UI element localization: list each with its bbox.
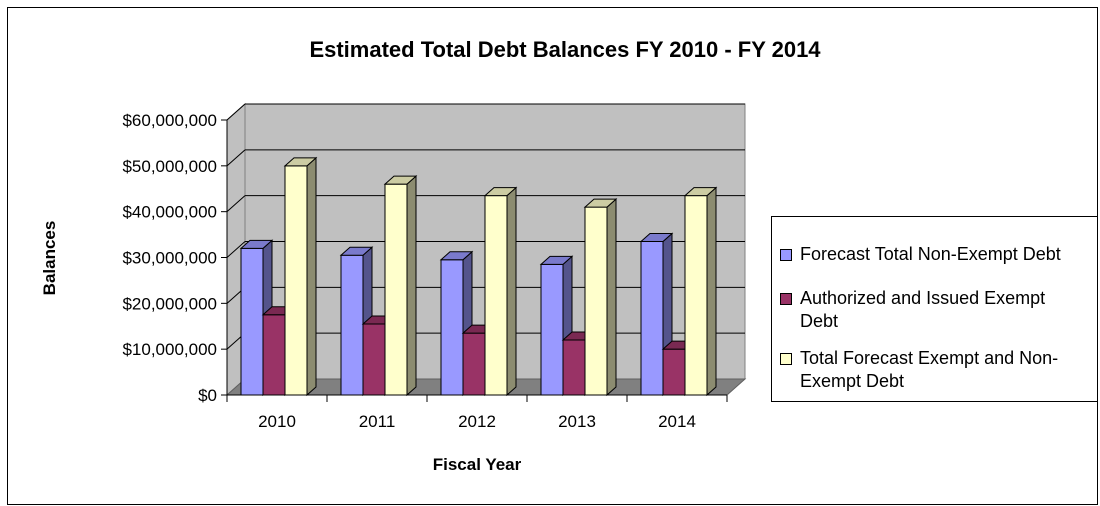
bar-top [239, 239, 274, 249]
chart-title: Estimated Total Debt Balances FY 2010 - … [309, 37, 821, 62]
bar-front [540, 263, 564, 396]
legend-item-non-exempt: Forecast Total Non-Exempt Debt [780, 243, 1097, 266]
x-tick-label: 2010 [258, 412, 296, 431]
y-tick-label: $50,000,000 [122, 157, 217, 176]
x-tick-label: 2012 [458, 412, 496, 431]
y-tick-label: $40,000,000 [122, 203, 217, 222]
bar-front [584, 206, 608, 396]
gridline-side [226, 241, 246, 258]
bar-front [662, 348, 686, 396]
bar-side [306, 156, 317, 397]
bar-front [384, 183, 408, 396]
bar [383, 175, 418, 397]
bar-front [440, 259, 464, 396]
bar-front [462, 332, 486, 396]
bar-front [362, 323, 386, 396]
bar-front [262, 314, 286, 396]
bar-front [340, 254, 364, 396]
bar-top [283, 157, 318, 167]
bar-top [439, 251, 474, 261]
bar-front [484, 195, 508, 396]
y-tick-label: $20,000,000 [122, 294, 217, 313]
x-tick-label: 2013 [558, 412, 596, 431]
x-tick-label: 2014 [658, 412, 696, 431]
bar-front [284, 165, 308, 396]
legend-item-exempt: Authorized and Issued Exempt Debt [780, 287, 1080, 333]
bar-top [583, 198, 618, 208]
bar-top [339, 246, 374, 256]
y-tick-label: $0 [198, 386, 217, 405]
bar-top [683, 187, 718, 197]
bar [283, 156, 318, 397]
chart-area: Estimated Total Debt Balances FY 2010 - … [7, 7, 1098, 505]
bars [239, 156, 718, 397]
x-tick-label: 2011 [359, 412, 396, 431]
bar-top [539, 255, 574, 265]
legend: Forecast Total Non-Exempt Debt Authorize… [771, 216, 1097, 402]
legend-label-exempt: Authorized and Issued Exempt Debt [800, 288, 1046, 331]
bar-side [606, 197, 617, 397]
bar-chart: Estimated Total Debt Balances FY 2010 - … [40, 37, 821, 474]
gridline-side [226, 195, 246, 213]
gridline-side [226, 103, 246, 121]
bar-front [240, 247, 264, 396]
legend-swatch-total [780, 353, 792, 365]
legend-label-total: Total Forecast Exempt and Non-Exempt Deb… [800, 348, 1059, 391]
bar [683, 186, 718, 397]
bar-top [383, 175, 418, 185]
y-tick-label: $30,000,000 [122, 249, 217, 268]
bar-front [640, 240, 664, 396]
legend-label-non-exempt: Forecast Total Non-Exempt Debt [800, 244, 1061, 264]
y-axis-ticks: $0 $10,000,000 $20,000,000 $30,000,000 $40,0… [122, 111, 727, 405]
bar-top [483, 187, 518, 197]
bar-side [706, 186, 717, 397]
bar-front [684, 195, 708, 396]
x-axis-label: Fiscal Year [433, 455, 522, 474]
x-axis-ticks: 2010 2011 2012 2013 2014 [226, 395, 728, 431]
y-axis-label: Balances [40, 221, 59, 296]
legend-swatch-non-exempt [780, 249, 792, 261]
legend-swatch-exempt [780, 293, 792, 305]
bar-side [406, 175, 417, 397]
bar-side [506, 186, 517, 397]
bar-top [639, 232, 674, 242]
legend-item-total: Total Forecast Exempt and Non-Exempt Deb… [780, 347, 1080, 393]
gridline-side [226, 149, 246, 167]
bar [483, 186, 518, 397]
bar-front [562, 339, 586, 396]
y-tick-label: $60,000,000 [122, 111, 217, 130]
bar [583, 197, 618, 397]
y-tick-label: $10,000,000 [122, 340, 217, 359]
